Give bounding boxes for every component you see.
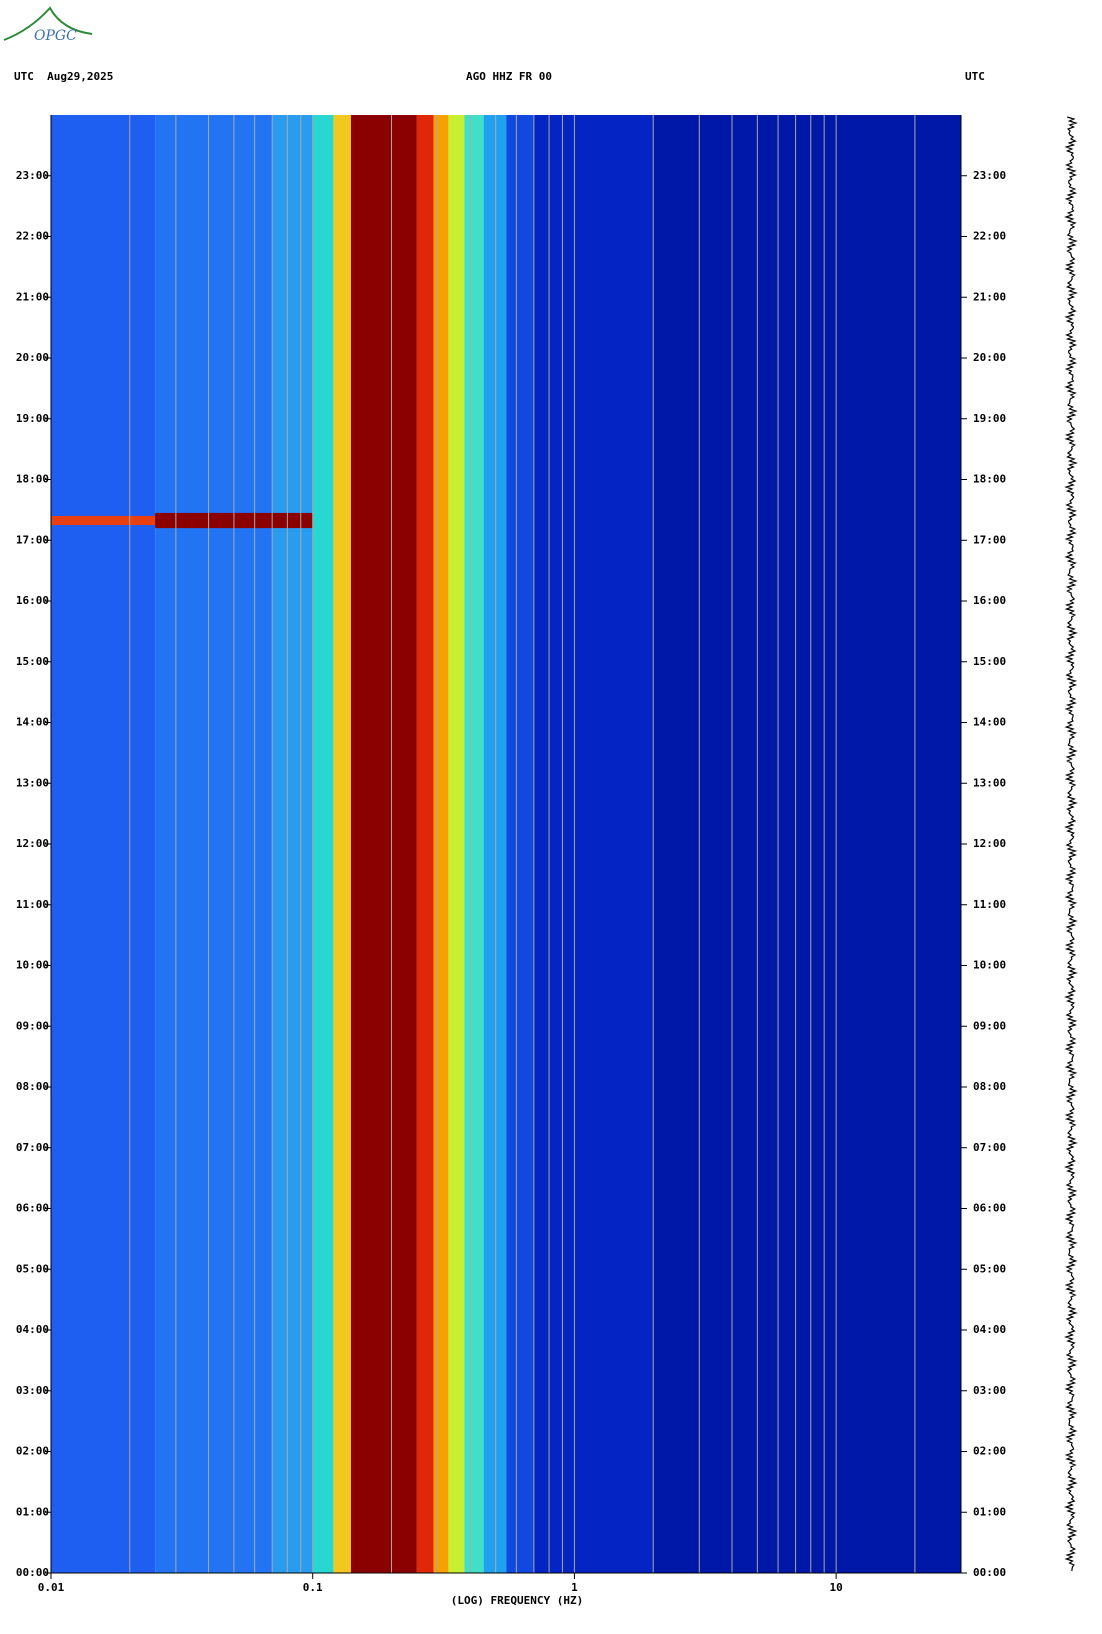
spectral-band [272, 115, 313, 1573]
y-tick-label-left: 03:00 [16, 1384, 49, 1397]
y-tick-label-right: 11:00 [973, 898, 1006, 911]
y-tick-label-right: 14:00 [973, 716, 1006, 729]
right-header: UTC [965, 70, 985, 83]
left-header: UTC Aug29,2025 [14, 70, 113, 83]
y-tick-label-right: 20:00 [973, 351, 1006, 364]
y-tick-label-left: 09:00 [16, 1019, 49, 1032]
event-streak [51, 515, 156, 526]
y-tick-label-right: 13:00 [973, 776, 1006, 789]
y-tick-label-left: 16:00 [16, 594, 49, 607]
spectral-band [506, 115, 534, 1573]
y-tick-label-left: 01:00 [16, 1505, 49, 1518]
spectral-band [51, 115, 156, 1573]
y-tick-label-right: 08:00 [973, 1080, 1006, 1093]
spectral-band [333, 115, 351, 1573]
y-tick-label-left: 18:00 [16, 473, 49, 486]
logo-text: OPGC [34, 28, 77, 44]
x-tick-label: 1 [571, 1581, 578, 1594]
y-tick-label-right: 16:00 [973, 594, 1006, 607]
y-tick-label-left: 23:00 [16, 169, 49, 182]
y-tick-label-left: 06:00 [16, 1202, 49, 1215]
y-tick-label-right: 19:00 [973, 412, 1006, 425]
y-tick-label-right: 10:00 [973, 959, 1006, 972]
y-tick-label-right: 01:00 [973, 1505, 1006, 1518]
logo: OPGC [3, 6, 93, 44]
y-tick-label-right: 05:00 [973, 1262, 1006, 1275]
y-tick-label-left: 20:00 [16, 351, 49, 364]
y-tick-label-left: 21:00 [16, 290, 49, 303]
spectral-band [155, 115, 273, 1573]
y-tick-label-right: 07:00 [973, 1141, 1006, 1154]
y-tick-label-right: 18:00 [973, 473, 1006, 486]
y-tick-label-right: 23:00 [973, 169, 1006, 182]
y-tick-label-left: 11:00 [16, 898, 49, 911]
y-tick-label-right: 02:00 [973, 1445, 1006, 1458]
spectral-band [433, 115, 449, 1573]
y-tick-label-right: 00:00 [973, 1566, 1006, 1579]
y-tick-label-right: 09:00 [973, 1019, 1006, 1032]
y-tick-label-right: 17:00 [973, 533, 1006, 546]
y-tick-label-left: 08:00 [16, 1080, 49, 1093]
seismogram-trace [1063, 116, 1079, 1572]
chart-title: AGO HHZ FR 00 [466, 70, 552, 83]
y-tick-label-right: 06:00 [973, 1202, 1006, 1215]
y-tick-label-left: 14:00 [16, 716, 49, 729]
spectral-band [653, 115, 961, 1573]
y-tick-label-right: 22:00 [973, 230, 1006, 243]
y-tick-label-right: 12:00 [973, 837, 1006, 850]
y-tick-label-left: 00:00 [16, 1566, 49, 1579]
y-tick-label-left: 12:00 [16, 837, 49, 850]
x-axis-label: (LOG) FREQUENCY (HZ) [451, 1594, 583, 1607]
y-tick-label-right: 03:00 [973, 1384, 1006, 1397]
spectral-band [350, 115, 417, 1573]
y-tick-label-right: 21:00 [973, 290, 1006, 303]
y-tick-label-left: 05:00 [16, 1262, 49, 1275]
spectral-band [312, 115, 334, 1573]
y-tick-label-left: 15:00 [16, 655, 49, 668]
y-tick-label-left: 10:00 [16, 959, 49, 972]
y-tick-label-left: 13:00 [16, 776, 49, 789]
logo-swoosh [3, 6, 93, 41]
y-tick-label-left: 04:00 [16, 1323, 49, 1336]
y-tick-label-left: 17:00 [16, 533, 49, 546]
trace-line [1063, 116, 1079, 1572]
x-tick-label: 0.1 [303, 1581, 323, 1594]
plot-area: 0.01 0.1 1 10 00:00 00:00 01:00 01:00 02:00 02:00… [16, 115, 1006, 1594]
y-tick-label-right: 15:00 [973, 655, 1006, 668]
y-tick-label-left: 07:00 [16, 1141, 49, 1154]
y-tick-label-left: 22:00 [16, 230, 49, 243]
x-tick-label: 0.01 [38, 1581, 65, 1594]
spectral-band [464, 115, 484, 1573]
spectral-band [483, 115, 507, 1573]
spectral-band [533, 115, 654, 1573]
spectral-band [448, 115, 465, 1573]
y-tick-label-right: 04:00 [973, 1323, 1006, 1336]
x-tick-label: 10 [830, 1581, 843, 1594]
y-tick-label-left: 19:00 [16, 412, 49, 425]
y-tick-label-left: 02:00 [16, 1445, 49, 1458]
spectral-band [416, 115, 434, 1573]
